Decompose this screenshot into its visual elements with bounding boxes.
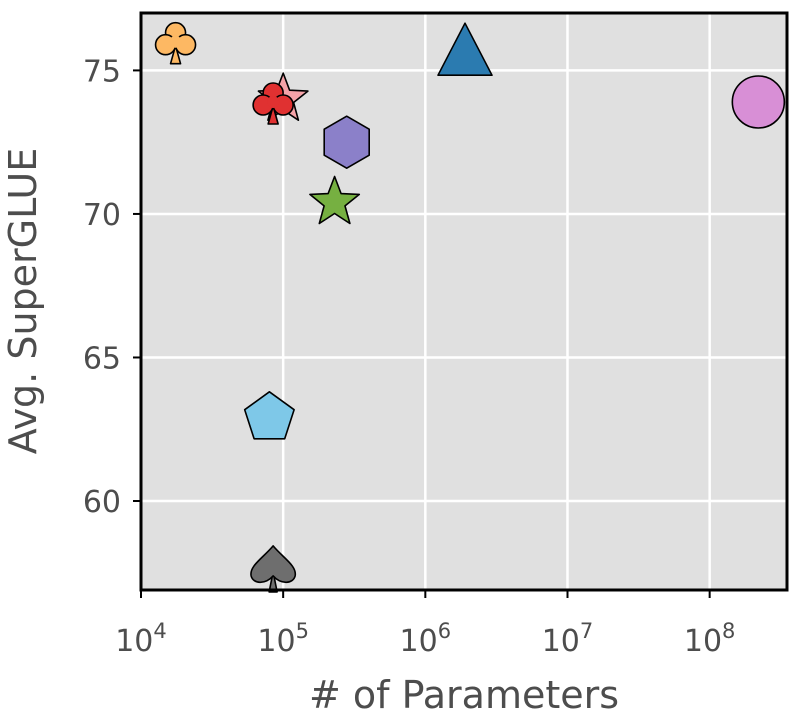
y-tick-label: 70 <box>83 198 121 233</box>
x-tick-base: 10 <box>400 624 438 659</box>
y-axis-label: Avg. SuperGLUE <box>1 148 45 454</box>
x-tick-exponent: 8 <box>722 619 735 643</box>
x-axis-ticks: 104 105 106 107 108 <box>115 590 735 659</box>
y-axis-ticks: 60 65 70 75 <box>83 54 141 520</box>
x-tick-base: 10 <box>257 624 295 659</box>
x-tick-exponent: 4 <box>153 619 166 643</box>
plot-background <box>141 13 787 590</box>
data-point-club <box>252 82 294 125</box>
y-tick-label: 75 <box>83 54 121 89</box>
data-point-club <box>154 21 197 65</box>
x-tick-base: 10 <box>542 624 580 659</box>
x-tick-label: 106 <box>400 619 452 659</box>
x-tick-label: 104 <box>115 619 167 659</box>
x-tick-exponent: 6 <box>438 619 451 643</box>
x-tick-label: 108 <box>684 619 736 659</box>
data-points <box>154 21 786 593</box>
x-tick-label: 107 <box>542 619 594 659</box>
x-tick-exponent: 5 <box>296 619 309 643</box>
data-point-hexagon <box>323 115 371 169</box>
data-point-triangle <box>437 22 493 76</box>
x-tick-base: 10 <box>684 624 722 659</box>
x-tick-exponent: 7 <box>580 619 593 643</box>
data-point-spade <box>250 545 296 593</box>
x-tick-base: 10 <box>115 624 153 659</box>
data-point-circle <box>731 75 786 129</box>
y-tick-label: 65 <box>83 341 121 376</box>
plot-frame <box>139 11 789 592</box>
data-point-star <box>309 175 361 225</box>
x-axis-label: # of Parameters <box>309 673 619 717</box>
y-tick-label: 60 <box>83 485 121 520</box>
x-tick-label: 105 <box>257 619 309 659</box>
data-point-pentagon <box>243 390 295 440</box>
